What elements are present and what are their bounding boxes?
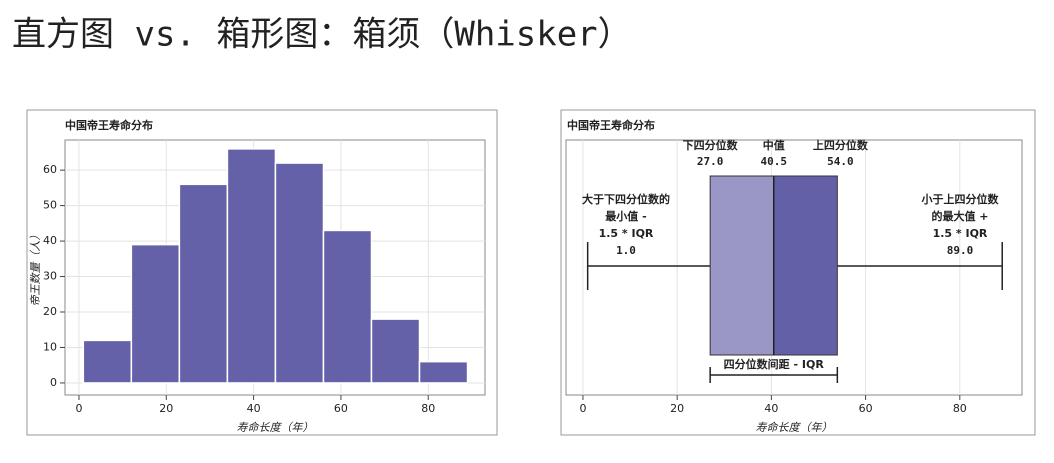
annotation: 1.5 * IQR <box>933 227 988 240</box>
value-label: 54.0 <box>827 155 854 168</box>
bar <box>82 339 133 384</box>
x-tick-label: 20 <box>159 402 173 415</box>
y-tick-label: 30 <box>43 270 57 283</box>
y-tick-label: 10 <box>43 340 57 353</box>
chart-title: 中国帝王寿命分布 <box>65 118 153 132</box>
x-tick-label: 80 <box>953 402 967 415</box>
bar <box>370 318 421 384</box>
annotation: 下四分位数 <box>683 138 739 152</box>
annotation: 最小值 - <box>605 209 646 223</box>
bar <box>130 243 181 384</box>
x-axis-label: 寿命长度（年） <box>756 421 833 434</box>
value-label: 40.5 <box>760 155 787 168</box>
bar <box>274 162 325 384</box>
value-label: 27.0 <box>697 155 724 168</box>
x-tick-label: 0 <box>579 402 586 415</box>
x-tick-label: 60 <box>334 402 348 415</box>
y-tick-label: 20 <box>43 305 57 318</box>
box-lower <box>709 175 775 356</box>
annotation: 的最大值 + <box>931 209 988 223</box>
x-tick-label: 40 <box>247 402 261 415</box>
annotation: 1.5 * IQR <box>599 227 654 240</box>
annotation: 上四分位数 <box>813 138 869 152</box>
y-axis-label: 帝王数量（人） <box>29 230 42 307</box>
x-tick-label: 60 <box>859 402 873 415</box>
x-tick-label: 20 <box>670 402 684 415</box>
y-tick-label: 60 <box>43 163 57 176</box>
bar <box>178 183 229 384</box>
x-tick-label: 0 <box>75 402 82 415</box>
slide-title: 直方图 vs. 箱形图：箱须（Whisker） <box>12 15 632 55</box>
plot-area <box>565 139 1023 396</box>
value-label: 89.0 <box>947 244 974 257</box>
bar <box>226 148 277 384</box>
value-label: 1.0 <box>616 244 636 257</box>
y-tick-label: 50 <box>43 199 57 212</box>
x-tick-label: 40 <box>764 402 778 415</box>
y-tick-label: 40 <box>43 234 57 247</box>
bar <box>418 360 469 384</box>
y-tick-label: 0 <box>50 376 57 389</box>
chart-title: 中国帝王寿命分布 <box>567 118 655 132</box>
x-axis-label: 寿命长度（年） <box>237 421 314 434</box>
x-tick-label: 80 <box>421 402 435 415</box>
plot-area <box>64 139 486 396</box>
box-upper <box>773 175 838 356</box>
annotation: 中值 <box>763 138 785 152</box>
annotation: 小于上四分位数 <box>921 192 1000 206</box>
iqr-label: 四分位数间距 - IQR <box>724 357 825 371</box>
bar <box>322 229 373 384</box>
annotation: 大于下四分位数的 <box>582 192 670 206</box>
